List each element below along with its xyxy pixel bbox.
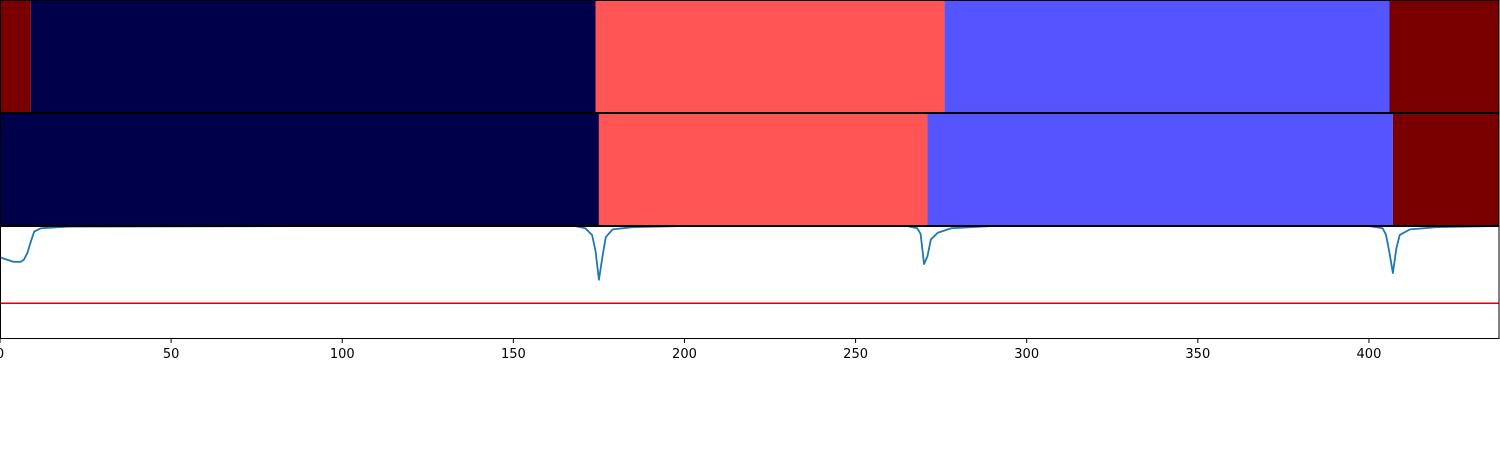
segment-1-4 bbox=[944, 0, 1390, 112]
x-tick-label-400: 400 bbox=[1357, 347, 1382, 362]
x-tick-label-350: 350 bbox=[1185, 347, 1210, 362]
x-tick-label-100: 100 bbox=[330, 347, 355, 362]
signal-panel bbox=[0, 225, 1500, 305]
signal-line bbox=[0, 225, 1500, 281]
segment-2-1 bbox=[0, 113, 599, 225]
x-tick-label-0: 0 bbox=[0, 347, 4, 362]
panel-frames bbox=[0, 0, 1500, 339]
segment-row-1 bbox=[0, 0, 1499, 112]
x-tick-label-50: 50 bbox=[163, 347, 180, 362]
segment-row-2 bbox=[0, 113, 1499, 225]
panel-frame-3 bbox=[0, 226, 1500, 339]
segment-2-4 bbox=[1392, 113, 1499, 225]
segment-2-2 bbox=[598, 113, 928, 225]
panel-frame-2 bbox=[0, 113, 1500, 226]
x-tick-label-250: 250 bbox=[843, 347, 868, 362]
x-tick-label-300: 300 bbox=[1014, 347, 1039, 362]
segment-1-1 bbox=[0, 0, 31, 112]
segment-1-5 bbox=[1389, 0, 1499, 112]
x-tick-label-150: 150 bbox=[501, 347, 526, 362]
segment-1-3 bbox=[595, 0, 945, 112]
x-tick-label-200: 200 bbox=[672, 347, 697, 362]
segment-1-2 bbox=[30, 0, 596, 112]
panel-frame-1 bbox=[0, 0, 1500, 113]
segment-2-3 bbox=[927, 113, 1393, 225]
x-axis: 0 50 100 150 200 250 300 350 400 bbox=[0, 338, 1381, 362]
